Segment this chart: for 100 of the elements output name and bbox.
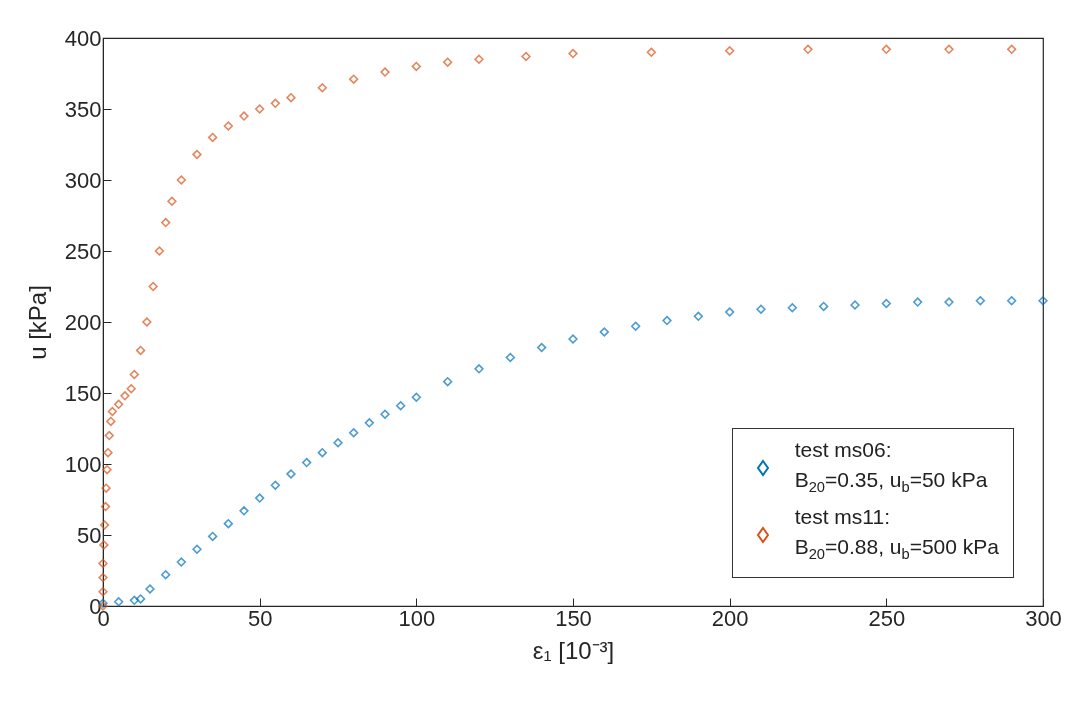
- y-tick-label: 50: [77, 522, 102, 548]
- x-axis-title: ε₁ [10⁻³]: [532, 636, 615, 664]
- point: [568, 48, 578, 59]
- point: [317, 447, 328, 458]
- point: [944, 44, 954, 55]
- point: [521, 51, 531, 62]
- x-tick-label: 250: [868, 605, 906, 631]
- point: [803, 44, 813, 55]
- point: [207, 132, 218, 143]
- point: [98, 572, 108, 583]
- point: [106, 416, 116, 427]
- point: [176, 557, 187, 567]
- point: [646, 47, 657, 57]
- point: [100, 501, 111, 512]
- point: [881, 44, 892, 55]
- legend-label: test ms11: B$_{20}$=0.88, u$_{b}$=500 kPa: [794, 503, 999, 564]
- point: [239, 506, 249, 516]
- point: [126, 384, 136, 394]
- point: [442, 376, 453, 387]
- point: [364, 418, 375, 428]
- point: [599, 327, 610, 337]
- x-tick-label: 100: [398, 605, 436, 631]
- point: [223, 518, 234, 529]
- point: [120, 391, 130, 401]
- point: [102, 465, 112, 475]
- point: [98, 558, 108, 569]
- y-tick-label: 100: [64, 451, 102, 477]
- point: [474, 54, 484, 64]
- point: [442, 57, 453, 67]
- y-tick-label: 300: [64, 167, 102, 193]
- point: [912, 297, 923, 307]
- point: [107, 406, 118, 417]
- point: [270, 480, 281, 490]
- point: [348, 74, 359, 84]
- y-tick-label: 150: [64, 380, 102, 406]
- point: [113, 597, 124, 607]
- point: [474, 364, 484, 374]
- point: [317, 83, 328, 93]
- point: [176, 175, 187, 185]
- y-axis-title: u [kPa]: [23, 285, 51, 360]
- point: [301, 457, 312, 468]
- point: [160, 217, 171, 228]
- point: [850, 300, 860, 310]
- point: [756, 304, 766, 314]
- point: [380, 409, 390, 419]
- point: [568, 334, 578, 344]
- point: [505, 352, 516, 363]
- x-tick-label: 300: [1025, 605, 1062, 631]
- point: [167, 196, 177, 206]
- point: [239, 111, 249, 121]
- x-tick-label: 150: [555, 605, 592, 631]
- point: [630, 321, 641, 331]
- y-tick-label: 250: [64, 238, 102, 264]
- point: [380, 67, 390, 77]
- point: [270, 98, 281, 108]
- point: [99, 540, 109, 550]
- point: [536, 342, 547, 353]
- point: [104, 430, 114, 441]
- point: [724, 46, 735, 56]
- point: [395, 401, 406, 411]
- point: [101, 483, 111, 493]
- point: [192, 544, 202, 554]
- point: [348, 428, 359, 438]
- point: [135, 594, 146, 604]
- point: [207, 531, 218, 542]
- point: [154, 246, 165, 256]
- point: [254, 104, 265, 114]
- point: [1006, 44, 1017, 55]
- y-tick-label: 200: [64, 309, 102, 335]
- point: [192, 149, 202, 160]
- point: [145, 584, 155, 594]
- point: [98, 587, 108, 597]
- point: [135, 345, 146, 356]
- point: [286, 469, 296, 479]
- point: [286, 92, 296, 103]
- point: [99, 520, 110, 530]
- point: [818, 301, 829, 312]
- x-tick-label: 50: [247, 605, 273, 631]
- point: [148, 281, 158, 292]
- point: [411, 61, 422, 72]
- y-tick-label: 400: [64, 25, 102, 51]
- point: [223, 121, 234, 131]
- y-tick-label: 350: [64, 96, 102, 122]
- point: [333, 438, 343, 448]
- point: [411, 392, 422, 402]
- point: [724, 307, 735, 317]
- point: [254, 493, 265, 503]
- point: [1038, 296, 1048, 306]
- point: [103, 447, 113, 458]
- point: [881, 298, 892, 309]
- point: [160, 570, 171, 580]
- point: [944, 297, 954, 307]
- point: [787, 303, 798, 313]
- point: [662, 315, 672, 326]
- point: [129, 369, 140, 380]
- point: [975, 296, 986, 306]
- point: [129, 595, 140, 605]
- point: [113, 399, 124, 410]
- x-tick-label: 200: [711, 605, 749, 631]
- point: [142, 317, 152, 327]
